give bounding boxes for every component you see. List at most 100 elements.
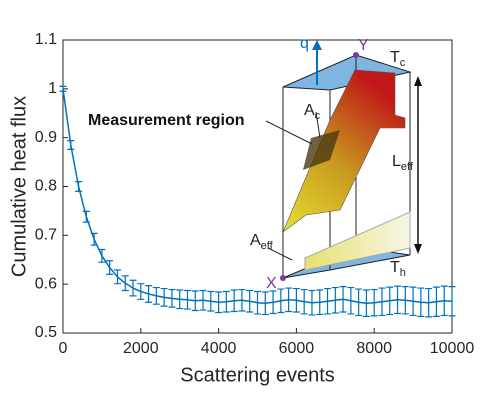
error-bar — [129, 279, 137, 297]
x-axis-label: Scattering events — [180, 364, 335, 386]
y-tick-label: 0.7 — [35, 227, 57, 244]
annotation-sub: c — [315, 110, 321, 122]
plot-area: 0 2000 4000 6000 8000 10000 0.5 0.6 0.7 0.8 0.9 1 1.… — [8, 31, 474, 386]
error-bar — [285, 287, 293, 313]
annotation-text: Y — [358, 37, 369, 54]
leader — [315, 111, 321, 139]
error-bar — [370, 288, 378, 317]
annotation-sub: eff — [261, 240, 274, 252]
error-bar — [254, 290, 261, 315]
error-bar — [191, 290, 199, 312]
error-bar — [176, 289, 184, 310]
y-tick-label: 1.1 — [35, 31, 57, 48]
x-tick-label: 0 — [59, 340, 68, 357]
error-bar — [269, 290, 277, 315]
y-tick-label: 0.6 — [35, 275, 57, 292]
annotation-sub: h — [400, 267, 406, 279]
error-bar — [121, 275, 129, 292]
error-bar — [246, 289, 254, 313]
annotation-sub: c — [400, 57, 406, 69]
error-bar — [207, 290, 215, 312]
error-bar — [386, 286, 394, 316]
annotation: Leff — [392, 153, 414, 173]
x-tick-label: 6000 — [279, 340, 315, 357]
annotation-sub: eff — [401, 161, 414, 173]
y-tick-label: 0.9 — [35, 129, 57, 146]
error-bar — [152, 286, 160, 305]
y-axis-label: Cumulative heat flux — [8, 96, 30, 277]
beam — [282, 69, 406, 233]
error-bar — [215, 291, 223, 314]
slab — [304, 211, 411, 271]
error-bar — [292, 287, 300, 313]
annotation: q — [300, 35, 309, 52]
x-tick-label: 8000 — [356, 340, 392, 357]
annotation: X — [266, 275, 277, 292]
error-bar — [339, 286, 347, 313]
point-y — [353, 52, 359, 58]
error-bar — [440, 285, 448, 317]
error-bar — [277, 288, 285, 314]
error-bar — [160, 287, 168, 307]
error-bar — [331, 286, 339, 314]
y-tick-label: 0.8 — [35, 178, 57, 195]
annotation-text: T — [390, 259, 400, 276]
error-bar — [417, 287, 425, 317]
error-bar — [230, 289, 238, 313]
annotation: Th — [390, 259, 406, 279]
annotation: Y — [358, 37, 369, 54]
annotation-text: X — [266, 275, 277, 292]
annotation-text: Measurement region — [88, 112, 244, 129]
error-bar — [347, 286, 355, 315]
error-bar — [145, 285, 153, 303]
error-bar — [261, 291, 269, 316]
annotation: Aeff — [250, 232, 274, 252]
error-bar — [238, 288, 246, 312]
error-bar — [106, 260, 114, 275]
error-bar — [355, 288, 363, 317]
error-bar — [98, 248, 106, 263]
y-tick-label: 0.5 — [35, 324, 57, 341]
error-bar — [59, 85, 67, 92]
y-tick-label: 1 — [48, 80, 57, 97]
error-bar — [425, 287, 433, 318]
annotation-text: T — [390, 49, 400, 66]
x-tick-label: 2000 — [123, 340, 159, 357]
annotation: Tc — [390, 49, 406, 69]
error-bar — [308, 289, 316, 316]
error-bar — [316, 289, 324, 316]
x-tick-label: 10000 — [430, 340, 475, 357]
error-bar — [378, 287, 386, 317]
error-bar — [67, 139, 75, 150]
error-bar — [82, 210, 90, 223]
x-tick-label: 4000 — [201, 340, 237, 357]
error-bar — [394, 285, 402, 315]
error-bar — [448, 286, 456, 317]
q-arrowhead — [312, 40, 322, 50]
annotation-text: A — [304, 102, 315, 119]
error-bar — [168, 288, 176, 308]
annotation: Ac — [304, 102, 321, 122]
error-bar — [432, 286, 440, 317]
annotation-text: q — [300, 35, 309, 52]
leader — [265, 120, 313, 145]
leader — [267, 247, 293, 261]
point-x — [280, 275, 286, 281]
error-bar — [401, 286, 409, 315]
error-bar — [324, 287, 332, 315]
arrowhead — [414, 76, 422, 86]
error-bar — [300, 288, 308, 315]
error-bar — [183, 289, 191, 310]
error-bar — [222, 290, 230, 313]
annotation: Measurement region — [88, 112, 244, 129]
error-bar — [409, 286, 417, 317]
error-bar — [199, 289, 207, 311]
error-bar — [362, 289, 370, 317]
measurement-band — [303, 130, 340, 170]
error-bar — [75, 181, 83, 192]
error-bar — [113, 269, 121, 285]
error-bar — [137, 283, 145, 300]
error-bar — [90, 232, 98, 246]
